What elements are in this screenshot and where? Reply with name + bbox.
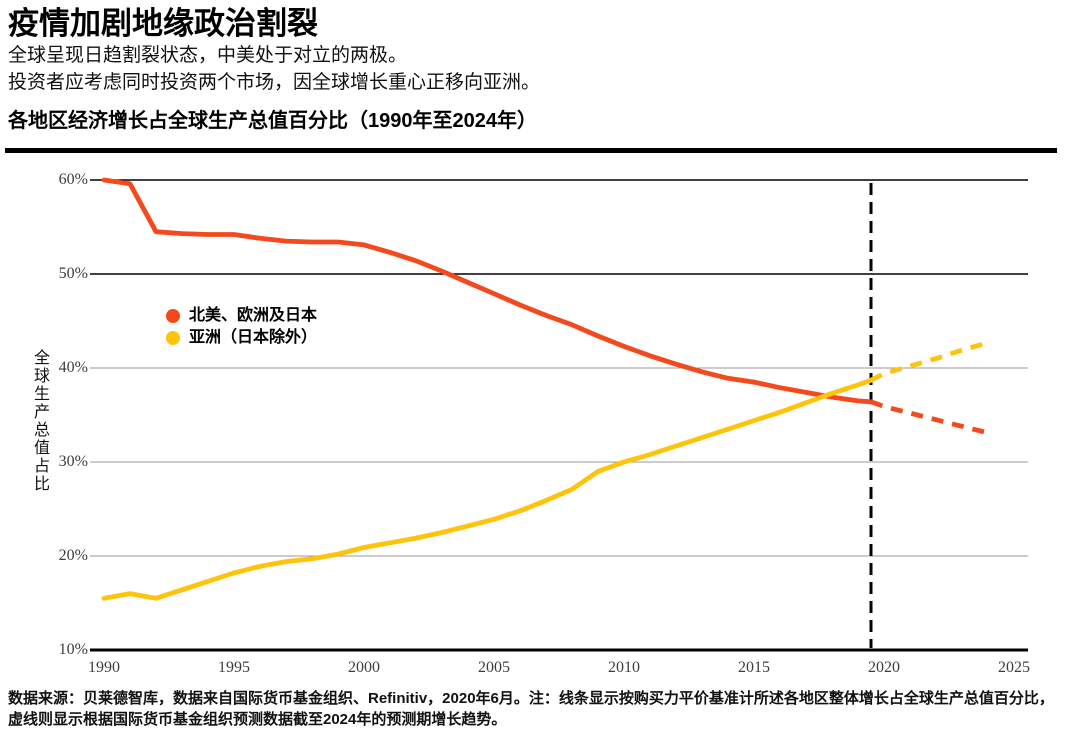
x-tick-label: 2015 [738,659,770,676]
series-line-0-forecast [870,399,989,436]
chart-canvas [90,177,1028,652]
subtitle-line-1: 全球呈现日趋割裂状态，中美处于对立的两极。 [8,45,408,66]
legend-item-asia-ex-japan: 亚洲（日本除外） [166,327,317,349]
legend-label: 北美、欧洲及日本 [189,307,318,324]
x-tick-label: 2000 [348,659,380,676]
y-tick-label: 40% [58,359,88,376]
page-title: 疫情加剧地缘政治割裂 [8,6,318,41]
chart-heading: 各地区经济增长占全球生产总值百分比（1990年至2024年） [8,110,537,132]
series-line-0-actual [101,177,874,405]
x-tick-label: 1990 [88,659,120,676]
x-tick-label: 2020 [868,659,900,676]
legend-label: 亚洲（日本除外） [189,329,318,346]
y-tick-label: 10% [58,641,88,658]
chart-area: 60% 50% 40% 30% 20% 10% 1990 1995 2000 2005 2010 2… [0,153,1068,685]
source-note: 数据来源：贝莱德智库，数据来自国际货币基金组织、Refinitiv，2020年6… [8,690,1054,728]
legend: 北美、欧洲及日本 亚洲（日本除外） [166,305,317,349]
heading-divider-rule [5,148,1057,153]
x-tick-label: 2010 [608,659,640,676]
y-tick-label: 30% [58,453,88,470]
series-line-1-actual [101,377,874,601]
legend-item-north-america-europe-japan: 北美、欧洲及日本 [166,305,317,327]
y-tick-label: 50% [58,265,88,282]
y-tick-label: 60% [58,171,88,188]
header: 疫情加剧地缘政治割裂 全球呈现日趋割裂状态，中美处于对立的两极。 投资者应考虑同… [8,6,1058,134]
y-axis-title: 全球生产总值占比 [31,349,48,493]
legend-dot-icon [166,309,180,323]
x-tick-label: 2005 [478,659,510,676]
x-tick-label: 1995 [218,659,250,676]
x-tick-label: 2025 [998,659,1030,676]
subtitle-line-2: 投资者应考虑同时投资两个市场，因全球增长重心正移向亚洲。 [8,72,541,93]
legend-dot-icon [166,331,180,345]
y-tick-label: 20% [58,547,88,564]
series-line-1-forecast [869,340,989,383]
